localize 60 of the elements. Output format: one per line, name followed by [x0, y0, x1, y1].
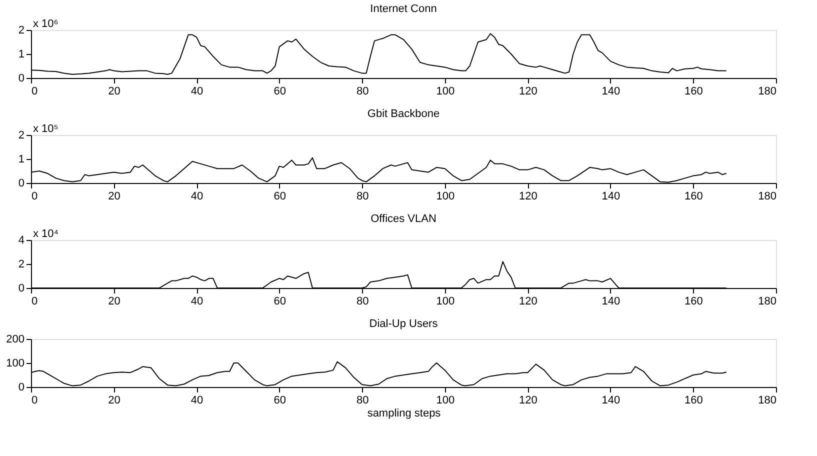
chart-title: Internet Conn: [370, 3, 437, 15]
text: x 10⁴: [33, 228, 59, 240]
x-tick-label: 60: [274, 190, 286, 202]
x-tick-label: 20: [108, 394, 120, 406]
x-tick-label: 100: [436, 86, 455, 98]
x-tick-label: 140: [602, 190, 620, 202]
x-tick-label: 40: [190, 190, 204, 202]
x-tick-label: 0: [32, 86, 38, 98]
x-tick-label: 40: [190, 394, 204, 406]
text: x 10⁶: [33, 18, 58, 30]
x-tick-label: 20: [108, 296, 120, 308]
y-tick-label: 1: [18, 48, 24, 60]
x-tick-label: 180: [758, 190, 776, 202]
x-tick-label: 180: [758, 296, 776, 308]
text: x 10⁵: [33, 123, 58, 135]
y-tick-label: 2: [18, 130, 24, 142]
y-tick-label: 0: [18, 382, 24, 394]
x-tick-label: 80: [356, 394, 369, 406]
x-tick-label: 160: [684, 394, 703, 406]
x-tick-label: 120: [518, 296, 538, 308]
x-tick-label: 0: [32, 190, 38, 202]
x-tick-label: 120: [518, 190, 538, 202]
x-tick-label: 0: [32, 394, 38, 406]
x-tick-label: 120: [518, 86, 538, 98]
x-tick-label: 120: [518, 394, 538, 406]
x-tick-label: 60: [274, 296, 286, 308]
y-tick-label: 100: [6, 358, 24, 370]
x-tick-label: 80: [356, 296, 369, 308]
x-tick-label: 60: [274, 394, 286, 406]
y-tick-label: 2: [18, 258, 24, 270]
x-tick-label: 100: [436, 394, 455, 406]
x-tick-label: 160: [684, 296, 703, 308]
x-tick-label: 180: [758, 394, 776, 406]
y-tick-label: 200: [6, 334, 24, 346]
x-tick-label: 80: [356, 86, 369, 98]
chart-title: Gbit Backbone: [367, 108, 440, 120]
x-tick-label: 100: [436, 190, 455, 202]
x-tick-label: 20: [108, 86, 120, 98]
x-axis-title: sampling steps: [367, 408, 442, 420]
x-tick-label: 80: [356, 190, 369, 202]
x-tick-label: 160: [684, 190, 703, 202]
y-tick-label: 0: [18, 72, 24, 84]
x-tick-label: 140: [602, 296, 620, 308]
y-tick-label: 0: [18, 282, 24, 294]
x-tick-label: 140: [602, 86, 620, 98]
y-tick-label: 1: [18, 154, 24, 166]
x-tick-label: 60: [274, 86, 286, 98]
x-tick-label: 40: [190, 86, 204, 98]
x-tick-label: 160: [684, 86, 703, 98]
chart-title: Offices VLAN: [370, 213, 436, 225]
chart-title: Dial-Up Users: [369, 318, 438, 330]
x-tick-label: 140: [602, 394, 620, 406]
x-tick-label: 40: [190, 296, 204, 308]
x-tick-label: 100: [436, 296, 455, 308]
x-tick-label: 20: [108, 190, 120, 202]
y-tick-label: 4: [18, 234, 24, 246]
x-tick-label: 0: [32, 296, 38, 308]
x-tick-label: 180: [758, 86, 776, 98]
y-tick-label: 0: [18, 178, 24, 190]
y-tick-label: 2: [18, 24, 24, 36]
